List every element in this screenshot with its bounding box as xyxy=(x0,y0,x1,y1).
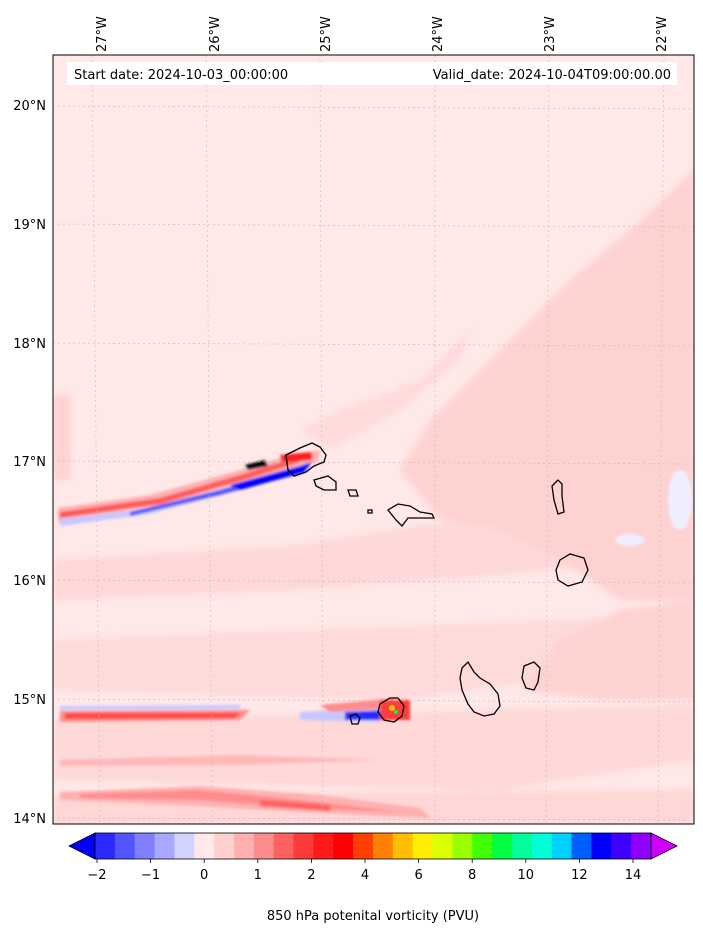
colorbar-cell xyxy=(433,833,453,859)
colorbar-cell xyxy=(591,833,611,859)
longitude-labels: 27°W 26°W 25°W 24°W 23°W 22°W xyxy=(95,16,670,52)
colorbar-cell xyxy=(611,833,631,859)
colorbar-tick-label: 0 xyxy=(200,868,208,883)
colorbar-cell xyxy=(631,833,651,859)
colorbar-tick-label: 1 xyxy=(254,868,262,883)
colorbar-tick-label: −2 xyxy=(87,868,106,883)
colorbar-tick-label: 8 xyxy=(468,868,476,883)
colorbar-tick-label: 2 xyxy=(307,868,315,883)
colorbar-tick-label: 14 xyxy=(625,868,642,883)
colorbar-cell xyxy=(234,833,254,859)
valid-date-text: Valid_date: 2024-10-04T09:00:00.00 xyxy=(433,68,671,83)
colorbar-cells xyxy=(95,833,652,859)
colorbar-cell xyxy=(373,833,393,859)
colorbar-cell xyxy=(552,833,572,859)
start-date-text: Start date: 2024-10-03_00:00:00 xyxy=(74,68,288,83)
colorbar-cell xyxy=(214,833,234,859)
colorbar-tick-label: 6 xyxy=(414,868,422,883)
colorbar-cell xyxy=(393,833,413,859)
lon-label: 26°W xyxy=(208,16,223,52)
colorbar-tick-label: −1 xyxy=(141,868,160,883)
colorbar-cell xyxy=(532,833,552,859)
colorbar-tick-label: 4 xyxy=(361,868,369,883)
lat-label: 19°N xyxy=(13,218,46,233)
colorbar-cell xyxy=(313,833,333,859)
colorbar-cell xyxy=(254,833,274,859)
colorbar-cell xyxy=(572,833,592,859)
lat-label: 15°N xyxy=(13,693,46,708)
lon-label: 25°W xyxy=(319,16,334,52)
colorbar-tick-label: 10 xyxy=(518,868,535,883)
colorbar-cell xyxy=(353,833,373,859)
lon-label: 23°W xyxy=(543,16,558,52)
colorbar-cell xyxy=(155,833,175,859)
colorbar-cell xyxy=(294,833,314,859)
colorbar-cell xyxy=(472,833,492,859)
colorbar-ticks: −2 −1 0 1 2 4 6 8 10 12 14 xyxy=(87,859,641,883)
lat-label: 17°N xyxy=(13,455,46,470)
lon-label: 27°W xyxy=(95,16,110,52)
colorbar-cell xyxy=(95,833,115,859)
lat-label: 14°N xyxy=(13,812,46,827)
colorbar-cell xyxy=(135,833,155,859)
colorbar-cell xyxy=(512,833,532,859)
lon-label: 24°W xyxy=(431,16,446,52)
colorbar-max-extension xyxy=(651,833,677,859)
colorbar-cell xyxy=(115,833,135,859)
colorbar-cell xyxy=(333,833,353,859)
colorbar-min-extension xyxy=(69,833,95,859)
colorbar-cell xyxy=(274,833,294,859)
colorbar: −2 −1 0 1 2 4 6 8 10 12 14 xyxy=(69,833,677,883)
map-area xyxy=(53,55,694,824)
colorbar-title: 850 hPa potenital vorticity (PVU) xyxy=(267,909,479,924)
colorbar-cell xyxy=(194,833,214,859)
colorbar-cell xyxy=(492,833,512,859)
colorbar-cell xyxy=(452,833,472,859)
colorbar-cell xyxy=(174,833,194,859)
lat-label: 20°N xyxy=(13,99,46,114)
colorbar-cell xyxy=(413,833,433,859)
lat-label: 16°N xyxy=(13,574,46,589)
lat-label: 18°N xyxy=(13,337,46,352)
colorbar-tick-label: 12 xyxy=(571,868,588,883)
latitude-labels: 20°N 19°N 18°N 17°N 16°N 15°N 14°N xyxy=(13,99,46,827)
lon-label: 22°W xyxy=(655,16,670,52)
